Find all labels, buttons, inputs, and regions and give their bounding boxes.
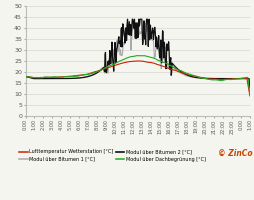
Text: © ZinCo: © ZinCo (217, 149, 251, 158)
Legend: Lufttemperatur Wetterstation [°C], Modul über Bitumen 1 [°C], Modul über Bitumen: Lufttemperatur Wetterstation [°C], Modul… (19, 149, 205, 162)
